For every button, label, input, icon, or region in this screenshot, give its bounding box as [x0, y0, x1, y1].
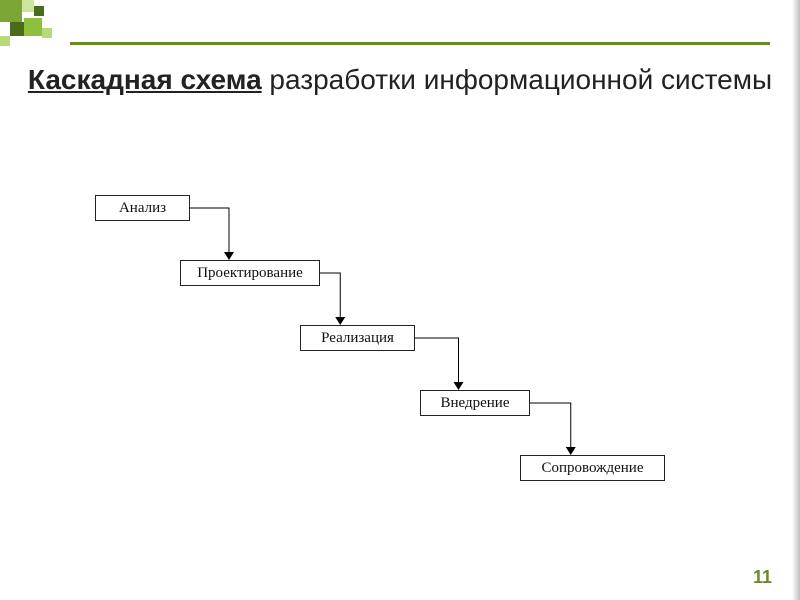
flow-arrow-n4-n5: [0, 0, 800, 600]
page-number: 11: [753, 567, 772, 588]
waterfall-diagram: АнализПроектированиеРеализацияВнедрениеС…: [0, 0, 800, 600]
edge-shadow: [792, 0, 800, 600]
